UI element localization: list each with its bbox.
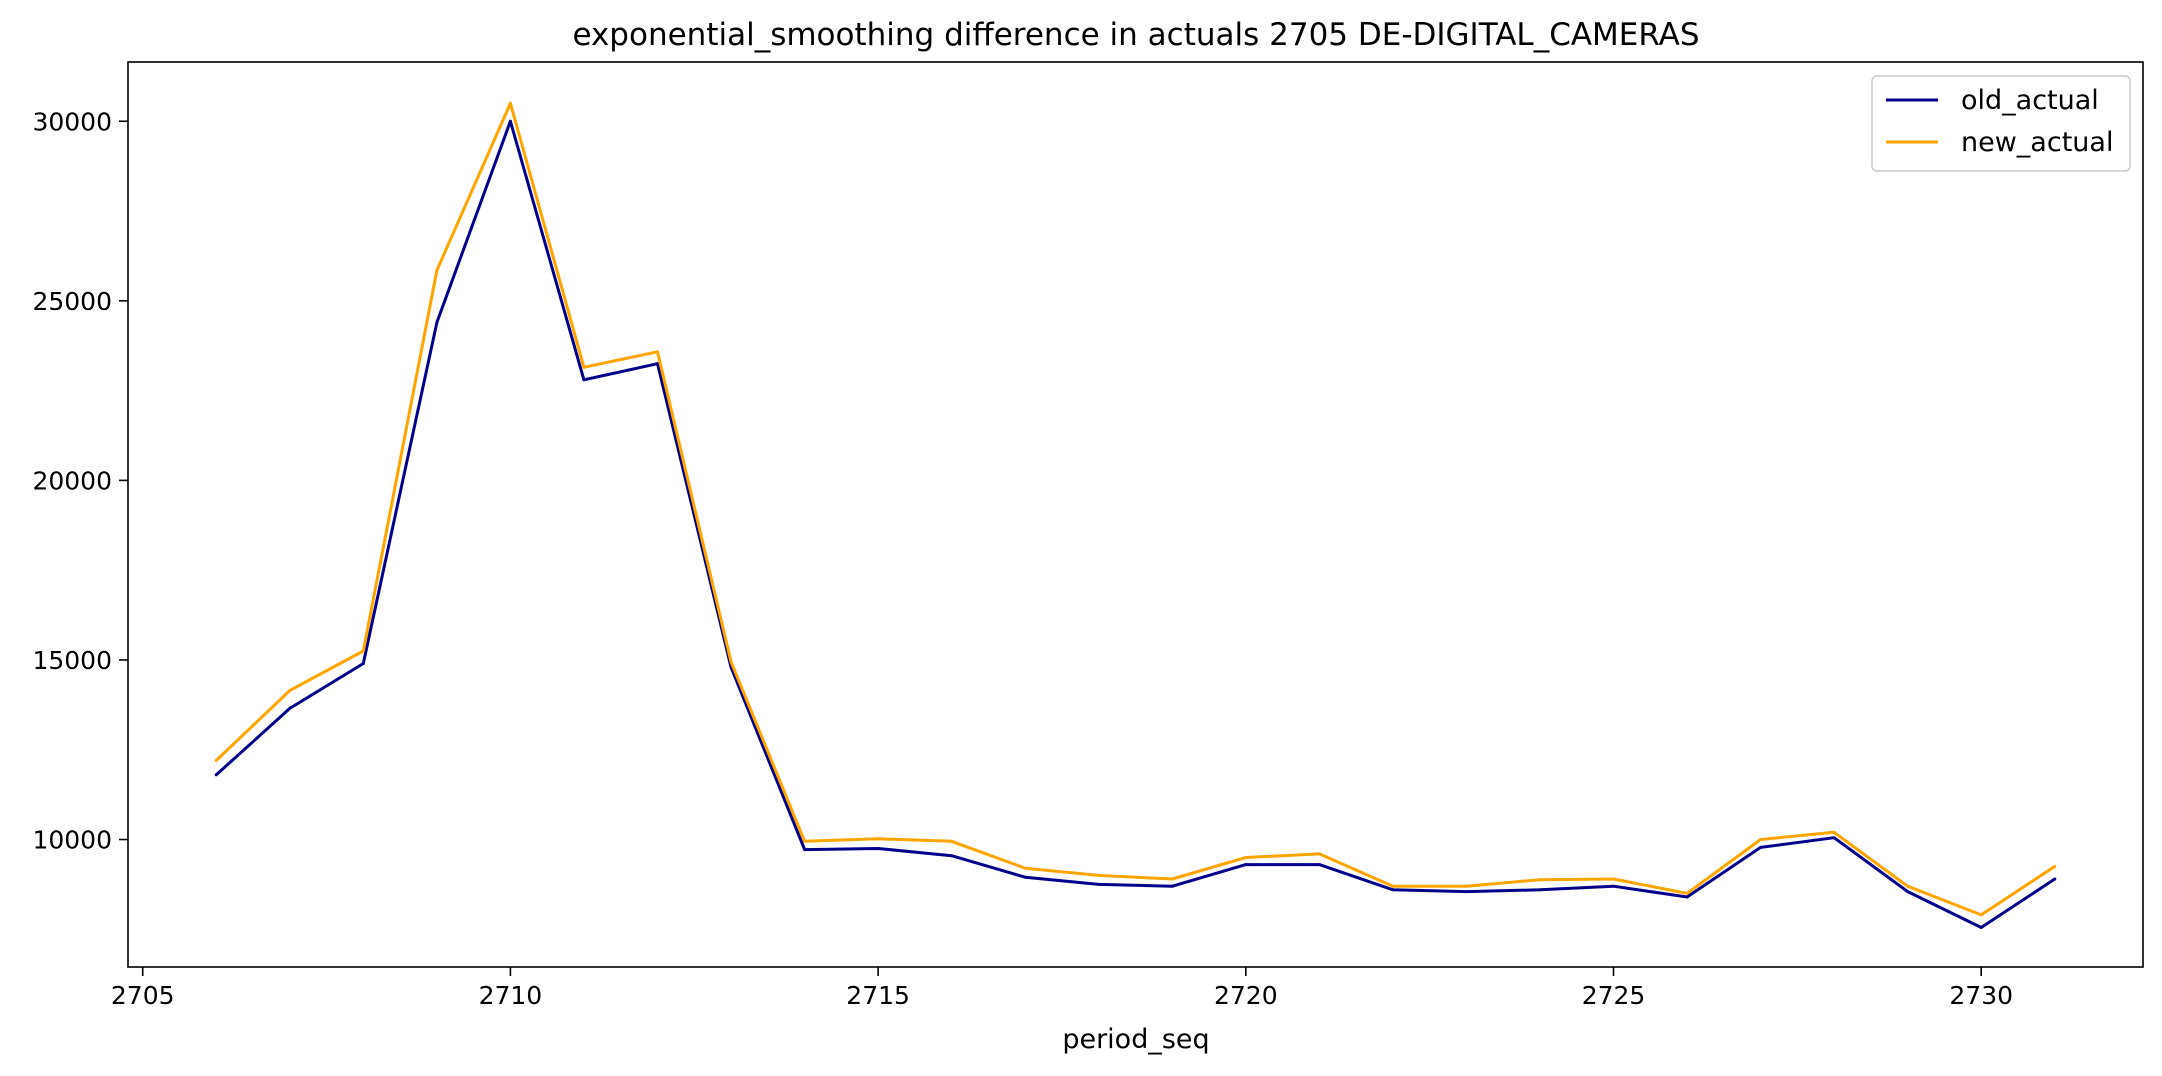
data-point-new_actual-2717 [1023, 866, 1027, 870]
data-point-new_actual-2708 [361, 649, 365, 653]
data-point-old_actual-2712 [656, 362, 659, 366]
data-point-new_actual-2731 [2053, 864, 2057, 868]
data-point-new_actual-2730 [1979, 913, 1983, 917]
x-tick-label: 2720 [1214, 981, 1278, 1010]
x-axis-title: period_seq [1062, 1024, 1209, 1055]
x-tick-label: 2710 [479, 981, 543, 1010]
data-point-new_actual-2713 [729, 660, 733, 664]
legend: old_actual new_actual [1871, 75, 2131, 172]
data-point-new_actual-2715 [876, 837, 880, 841]
data-point-old_actual-2717 [1023, 875, 1027, 879]
y-tick-label: 20000 [32, 466, 112, 495]
data-point-old_actual-2724 [1538, 888, 1542, 892]
data-point-old_actual-2710 [508, 119, 512, 123]
data-point-old_actual-2731 [2053, 877, 2057, 881]
data-point-new_actual-2720 [1244, 856, 1248, 859]
data-point-old_actual-2723 [1464, 890, 1468, 894]
data-point-old_actual-2716 [950, 854, 954, 858]
data-point-new_actual-2725 [1612, 877, 1615, 881]
data-point-new_actual-2723 [1464, 884, 1468, 888]
data-point-old_actual-2720 [1244, 863, 1248, 867]
x-tick-label: 2715 [846, 981, 910, 1010]
data-point-new_actual-2727 [1759, 838, 1763, 841]
data-point-new_actual-2721 [1317, 852, 1321, 856]
data-point-new_actual-2711 [582, 365, 586, 369]
data-point-old_actual-2706 [214, 773, 218, 777]
data-point-old_actual-2715 [876, 847, 880, 850]
data-point-old_actual-2719 [1170, 884, 1174, 888]
data-point-new_actual-2707 [288, 689, 292, 692]
data-point-new_actual-2714 [803, 839, 807, 843]
data-point-new_actual-2718 [1097, 873, 1101, 877]
y-tick-label: 15000 [32, 646, 112, 675]
legend-label-old_actual: old_actual [1961, 85, 2099, 116]
legend-label-new_actual: new_actual [1961, 127, 2113, 158]
data-point-old_actual-2711 [582, 378, 586, 382]
data-point-old_actual-2729 [1906, 890, 1910, 894]
data-point-new_actual-2724 [1538, 878, 1542, 882]
data-point-old_actual-2726 [1685, 895, 1689, 899]
x-tick-label: 2705 [111, 981, 175, 1010]
data-point-new_actual-2709 [435, 268, 439, 272]
data-point-old_actual-2728 [1832, 836, 1836, 840]
data-point-old_actual-2721 [1317, 863, 1321, 867]
plot-frame [127, 61, 2144, 968]
data-point-new_actual-2719 [1170, 877, 1174, 881]
x-tick-label: 2730 [1949, 981, 2013, 1010]
x-tick-label: 2725 [1582, 981, 1646, 1010]
data-point-old_actual-2730 [1979, 926, 1983, 929]
y-tick-label: 10000 [32, 826, 112, 855]
data-point-old_actual-2725 [1612, 884, 1615, 888]
data-point-new_actual-2712 [656, 350, 659, 354]
data-point-old_actual-2709 [435, 320, 439, 324]
data-point-new_actual-2729 [1906, 884, 1910, 888]
data-point-old_actual-2707 [288, 706, 292, 710]
data-point-old_actual-2708 [361, 662, 365, 665]
series-line-old_actual [215, 119, 2056, 929]
plot-area: 2705 2710 2715 2720 2725 2730 10000 15000 20000 2… [32, 61, 2144, 1010]
data-point-new_actual-2710 [508, 101, 512, 105]
series-line-new_actual [215, 101, 2056, 917]
data-point-new_actual-2726 [1685, 891, 1689, 895]
y-tick-label: 25000 [32, 287, 112, 316]
data-point-old_actual-2714 [803, 848, 807, 852]
y-tick-label: 30000 [32, 107, 112, 136]
chart-title: exponential_smoothing difference in actu… [572, 17, 1699, 53]
data-point-new_actual-2716 [950, 839, 954, 843]
data-point-old_actual-2718 [1097, 882, 1101, 886]
data-point-new_actual-2728 [1832, 830, 1836, 834]
data-point-new_actual-2722 [1391, 884, 1395, 888]
data-point-old_actual-2722 [1391, 888, 1395, 892]
data-point-new_actual-2706 [214, 759, 218, 762]
data-point-old_actual-2727 [1759, 845, 1763, 849]
